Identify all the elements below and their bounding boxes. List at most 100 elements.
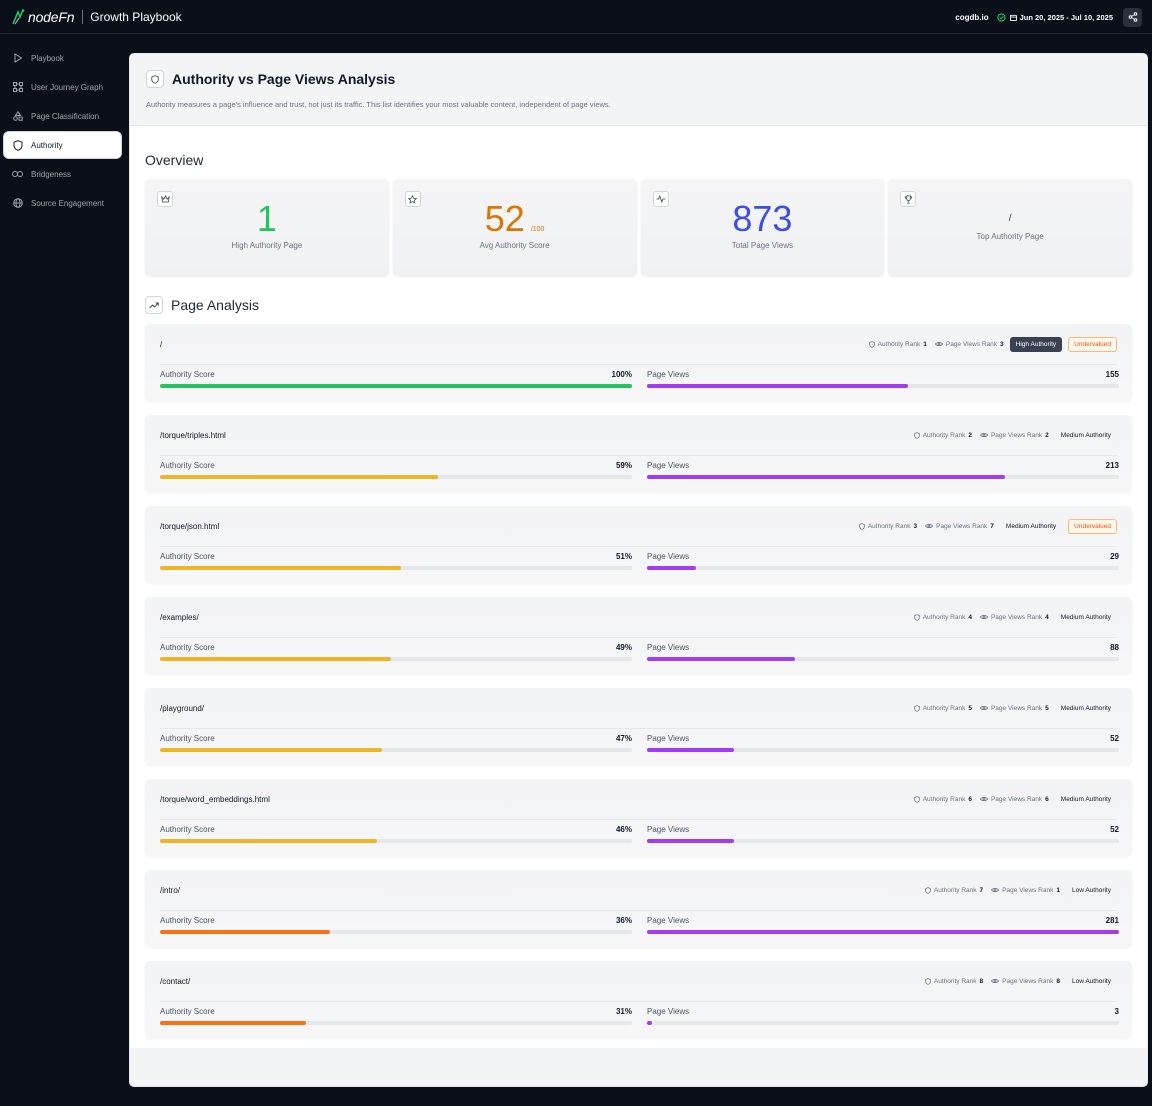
authority-score-track	[160, 748, 632, 752]
stat-value: 52	[484, 198, 525, 239]
page-analysis-list: / Authority Rank 1 Page Views Rank 3 High …	[145, 324, 1132, 1038]
page-path[interactable]: /	[160, 339, 163, 349]
trophy-icon	[900, 191, 917, 207]
sidebar-item-authority[interactable]: Authority	[4, 132, 121, 158]
sidebar-item-label: Playbook	[31, 53, 64, 63]
graph-icon	[12, 82, 23, 93]
authority-score-bar	[160, 839, 378, 843]
page-card[interactable]: /torque/word_embeddings.html Authority R…	[145, 779, 1132, 856]
globe-icon	[12, 198, 23, 209]
play-icon	[12, 53, 23, 64]
page-card[interactable]: /torque/triples.html Authority Rank 2 Pag…	[145, 415, 1132, 492]
nodefn-logo-icon	[12, 8, 25, 24]
authority-score-bar	[160, 930, 330, 934]
shield-icon	[925, 886, 931, 894]
section-title: Page Analysis	[171, 297, 259, 313]
shield-icon	[913, 613, 920, 621]
stat-label: Avg Authority Score	[479, 241, 550, 250]
page-card[interactable]: / Authority Rank 1 Page Views Rank 3 High …	[145, 324, 1132, 401]
authority-score-value: 49%	[615, 643, 632, 652]
page-path[interactable]: /torque/word_embeddings.html	[160, 794, 270, 804]
page-views-metric: Page Views 52	[647, 729, 1119, 752]
page-card[interactable]: /examples/ Authority Rank 4 Page Views Ra…	[145, 597, 1132, 674]
page-views-rank-value: 5	[1045, 704, 1049, 712]
eye-icon	[934, 341, 943, 347]
authority-level-badge: Medium Authority	[1054, 791, 1117, 807]
page-views-rank: Page Views Rank 8	[991, 978, 1060, 985]
page-path[interactable]: /examples/	[160, 612, 199, 622]
sidebar-item-bridgeness[interactable]: Bridgeness	[4, 161, 121, 187]
authority-score-value: 31%	[615, 1007, 632, 1016]
sidebar-item-user-journey-graph[interactable]: User Journey Graph	[4, 74, 121, 100]
authority-level-badge: Low Authority	[1065, 882, 1117, 898]
authority-score-metric: Authority Score 46%	[160, 820, 632, 843]
page-views-value: 29	[1110, 552, 1119, 561]
page-views-bar	[647, 748, 735, 752]
authority-rank-label: Authority Rank	[922, 431, 966, 439]
authority-score-label: Authority Score	[160, 1007, 215, 1016]
page-views-bar	[647, 475, 1005, 479]
page-card[interactable]: /intro/ Authority Rank 7 Page Views Rank 1…	[145, 870, 1132, 947]
authority-rank-label: Authority Rank	[933, 977, 977, 985]
page-views-label: Page Views	[647, 825, 690, 834]
stat-value[interactable]: /	[1008, 213, 1012, 224]
page-views-track	[647, 384, 1119, 388]
page-card[interactable]: /playground/ Authority Rank 5 Page Views …	[145, 688, 1132, 765]
page-views-rank: Page Views Rank 4	[979, 613, 1049, 621]
page-badges: Authority Rank 1 Page Views Rank 3 High Au…	[861, 336, 1117, 352]
authority-rank-value: 4	[968, 613, 972, 621]
page-views-label: Page Views	[647, 461, 690, 470]
page-views-value: 3	[1114, 1007, 1119, 1016]
crown-icon	[157, 191, 173, 207]
page-views-label: Page Views	[647, 552, 690, 561]
page-views-rank: Page Views Rank 2	[979, 432, 1049, 439]
page-badges: Authority Rank 2 Page Views Rank 2 Medium …	[906, 427, 1117, 443]
page-path[interactable]: /torque/json.html	[160, 521, 220, 531]
authority-rank-value: 2	[968, 431, 972, 439]
page-header: Authority vs Page Views Analysis Authori…	[130, 54, 1147, 126]
logo[interactable]: nodeFn	[12, 9, 74, 25]
page-card[interactable]: /torque/json.html Authority Rank 3 Page V…	[145, 506, 1132, 583]
authority-level-badge: High Authority	[1009, 336, 1063, 352]
sidebar-item-source-engagement[interactable]: Source Engagement	[4, 190, 121, 216]
page-views-value: 281	[1105, 916, 1119, 925]
authority-score-label: Authority Score	[160, 916, 215, 925]
authority-score-label: Authority Score	[160, 552, 215, 561]
logo-text: nodeFn	[28, 8, 75, 25]
shield-icon	[925, 977, 931, 985]
domain-label[interactable]: cogdb.io	[955, 12, 989, 22]
page-card[interactable]: /contact/ Authority Rank 8 Page Views Ran…	[145, 961, 1132, 1038]
sidebar-item-page-classification[interactable]: Page Classification	[4, 103, 121, 129]
sidebar-item-playbook[interactable]: Playbook	[4, 45, 121, 71]
sidebar: Playbook User Journey Graph Page Classif…	[4, 45, 121, 219]
authority-score-value: 46%	[615, 825, 632, 834]
page-path[interactable]: /contact/	[160, 976, 191, 986]
page-path[interactable]: /torque/triples.html	[160, 430, 226, 440]
date-range[interactable]: Jun 20, 2025 - Jul 10, 2025	[1019, 12, 1113, 22]
divider	[82, 9, 84, 24]
page-views-track	[647, 930, 1119, 934]
page-path[interactable]: /playground/	[160, 703, 205, 713]
authority-level-badge: Medium Authority	[1054, 427, 1117, 443]
shield-icon	[913, 795, 920, 803]
authority-rank: Authority Rank 5	[913, 705, 972, 712]
page-views-track	[647, 475, 1119, 479]
share-button[interactable]	[1123, 7, 1142, 27]
shield-icon	[868, 340, 875, 348]
main-panel: Authority vs Page Views Analysis Authori…	[129, 53, 1148, 1087]
authority-score-track	[160, 657, 632, 661]
page-views-track	[647, 1021, 1119, 1025]
page-views-rank-label: Page Views Rank	[990, 613, 1043, 621]
trending-up-icon	[145, 296, 163, 314]
authority-score-bar	[160, 566, 401, 570]
eye-icon	[979, 705, 988, 711]
page-views-rank-label: Page Views Rank	[936, 522, 988, 530]
authority-score-value: 100%	[611, 370, 632, 379]
authority-score-track	[160, 384, 632, 388]
authority-rank-label: Authority Rank	[922, 613, 966, 621]
page-views-rank-label: Page Views Rank	[1002, 977, 1054, 985]
stat-card-high-authority: 1 High Authority Page	[145, 179, 389, 276]
authority-score-metric: Authority Score 31%	[160, 1002, 632, 1025]
stat-label: High Authority Page	[231, 241, 303, 250]
page-path[interactable]: /intro/	[160, 885, 181, 895]
